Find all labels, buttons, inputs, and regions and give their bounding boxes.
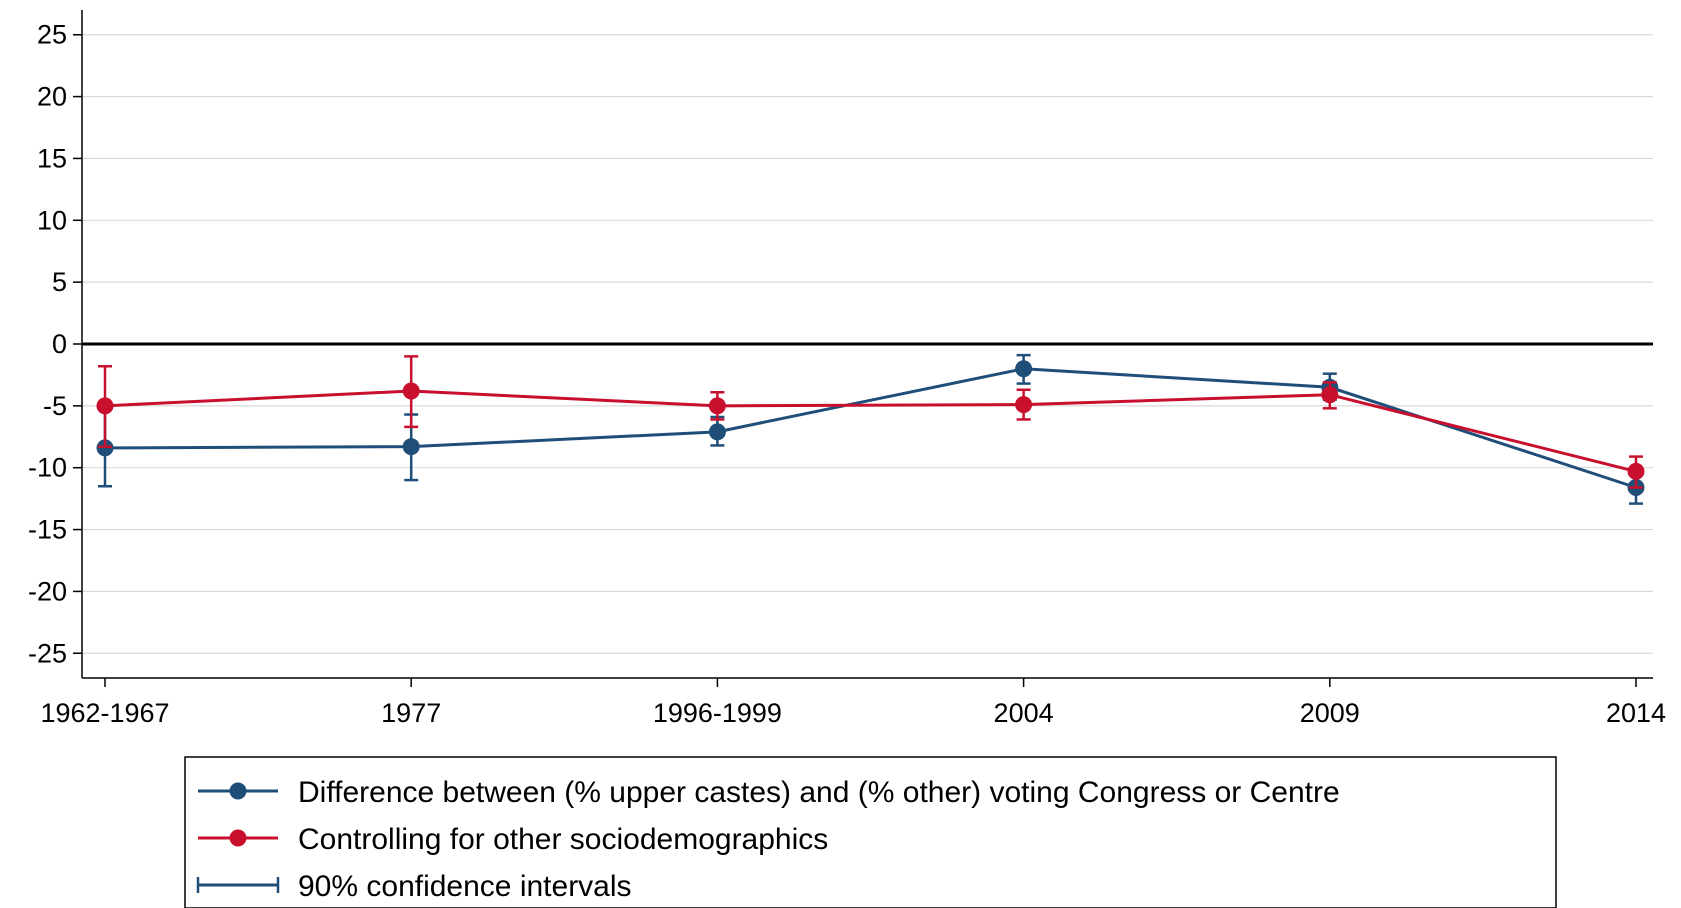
axes: 25 20 15 10 5 0 -5 -10 -15 -20 -25 1962-1967 1977 199… bbox=[28, 10, 1666, 728]
legend-key-marker bbox=[229, 782, 247, 800]
series-line bbox=[104, 367, 1637, 489]
y-tick-label: 15 bbox=[37, 143, 67, 173]
data-point bbox=[1015, 360, 1033, 378]
y-tick-label: -25 bbox=[28, 638, 67, 668]
data-point bbox=[96, 397, 114, 415]
y-tick-label: -10 bbox=[28, 453, 67, 483]
y-tick-label: -20 bbox=[28, 576, 67, 606]
y-tick-label: 5 bbox=[52, 267, 67, 297]
legend-item: Difference between (% upper castes) and … bbox=[198, 776, 1340, 809]
series-line bbox=[104, 389, 1637, 473]
grid-lines bbox=[82, 34, 1653, 654]
legend-label: 90% confidence intervals bbox=[298, 870, 632, 903]
x-tick-label: 2014 bbox=[1606, 698, 1666, 728]
legend-item: Controlling for other sociodemographics bbox=[198, 823, 828, 856]
y-tick-label: 10 bbox=[37, 205, 67, 235]
y-tick-label: 20 bbox=[37, 82, 67, 112]
legend-label: Difference between (% upper castes) and … bbox=[298, 776, 1340, 809]
data-point bbox=[1627, 462, 1645, 480]
data-point bbox=[1015, 396, 1033, 414]
legend-box bbox=[184, 756, 1557, 908]
legend-key-marker bbox=[229, 829, 247, 847]
x-tick-label: 1977 bbox=[381, 698, 441, 728]
data-point bbox=[708, 423, 726, 441]
legend-label: Controlling for other sociodemographics bbox=[298, 823, 828, 856]
y-tick-label: -15 bbox=[28, 515, 67, 545]
x-tick-label: 2004 bbox=[994, 698, 1054, 728]
y-tick-label: -5 bbox=[43, 391, 67, 421]
data-point bbox=[708, 397, 726, 415]
data-point bbox=[402, 438, 420, 456]
series bbox=[96, 353, 1645, 505]
legend: Difference between (% upper castes) and … bbox=[184, 756, 1557, 908]
y-tick-label: 0 bbox=[52, 329, 67, 359]
x-tick-label: 1962-1967 bbox=[40, 698, 169, 728]
x-tick-label: 1996-1999 bbox=[653, 698, 782, 728]
data-point bbox=[1321, 386, 1339, 404]
data-point bbox=[402, 382, 420, 400]
series-2 bbox=[96, 355, 1645, 489]
x-tick-label: 2009 bbox=[1300, 698, 1360, 728]
legend-item: 90% confidence intervals bbox=[196, 870, 632, 903]
y-tick-label: 25 bbox=[37, 20, 67, 50]
